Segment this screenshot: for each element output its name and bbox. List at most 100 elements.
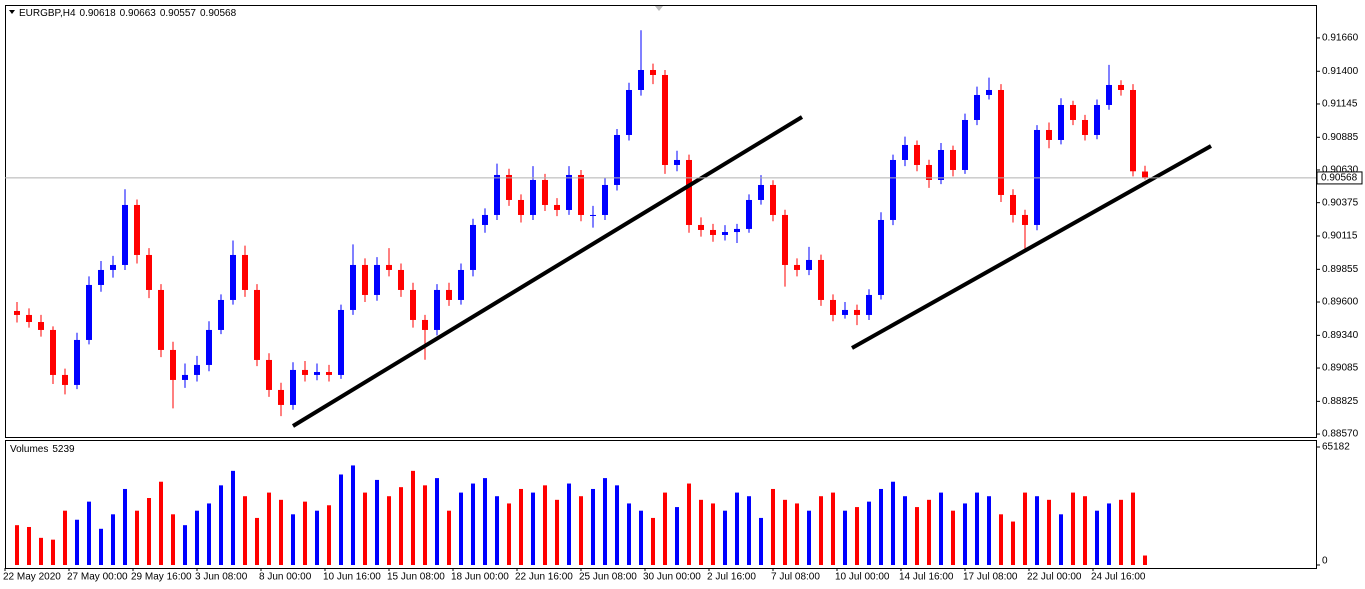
volume-bar [975, 492, 979, 565]
volume-bar [1035, 496, 1039, 565]
volume-bar [687, 483, 691, 565]
candle-body [638, 69, 644, 90]
candle-body [686, 159, 692, 225]
candle-body [146, 254, 152, 290]
candle-body [302, 369, 308, 375]
x-tick-label: 22 Jul 00:00 [1027, 572, 1082, 583]
candle-body [158, 289, 164, 350]
candle-body [890, 159, 896, 220]
candle-body [530, 179, 536, 215]
candle-body [614, 134, 620, 185]
volume-bar [159, 481, 163, 565]
candle-body [338, 309, 344, 375]
volume-bar [819, 496, 823, 565]
candle-body [842, 309, 848, 315]
price-panel [5, 5, 1317, 438]
volume-bar [255, 517, 259, 565]
x-tick-label: 8 Jun 00:00 [259, 572, 312, 583]
x-tick-label: 10 Jun 16:00 [323, 572, 381, 583]
candle-body [782, 214, 788, 265]
volume-bar [723, 510, 727, 565]
candle-body [1106, 84, 1112, 105]
volume-bar [987, 496, 991, 565]
volume-bar [519, 488, 523, 565]
candle-body [50, 329, 56, 375]
candle-body [350, 264, 356, 310]
volume-bar [1119, 499, 1123, 565]
volume-bar [1059, 514, 1063, 565]
candle-body [950, 149, 956, 170]
volume-bar [639, 510, 643, 565]
volume-tick-label: 65182 [1322, 442, 1350, 453]
candle-body [770, 184, 776, 215]
x-tick-label: 14 Jul 16:00 [899, 572, 954, 583]
candle-body [830, 299, 836, 315]
candle-body [122, 204, 128, 265]
candle-body [230, 254, 236, 300]
candle-body [386, 264, 392, 270]
candle-body [98, 269, 104, 285]
candle-body [734, 228, 740, 233]
candle-body [662, 74, 668, 165]
volume-bar [99, 528, 103, 565]
candle-body [182, 374, 188, 380]
candle-body [986, 89, 992, 95]
volume-bar [411, 470, 415, 565]
candle-body [14, 310, 20, 315]
volume-bar [1083, 496, 1087, 565]
candle-body [74, 339, 80, 385]
dropdown-icon [9, 10, 15, 14]
volume-bar [1023, 492, 1027, 565]
x-tick-label: 29 May 16:00 [131, 572, 192, 583]
candle-body [194, 364, 200, 375]
candle-body [482, 214, 488, 225]
y-tick-label: 0.90885 [1322, 132, 1359, 143]
volume-bar [363, 492, 367, 565]
volume-bar [807, 510, 811, 565]
volume-bar [495, 496, 499, 565]
volume-bar [771, 488, 775, 565]
candle-body [806, 259, 812, 270]
volume-bar [39, 537, 43, 565]
y-tick-label: 0.90115 [1322, 231, 1358, 242]
volume-bar [747, 496, 751, 565]
volume-bar [963, 503, 967, 565]
volume-bar [951, 510, 955, 565]
candle-body [362, 264, 368, 295]
candle-body [590, 214, 596, 216]
volume-bar [75, 519, 79, 565]
volume-bar [999, 514, 1003, 565]
candle-body [974, 94, 980, 120]
volume-bar [171, 514, 175, 565]
candle-body [206, 329, 212, 365]
volume-bar [663, 492, 667, 565]
candle-body [674, 159, 680, 165]
candle-body [290, 369, 296, 405]
volume-last: 5239 [52, 444, 75, 455]
price-label-box [1316, 171, 1363, 185]
candle-body [278, 389, 284, 405]
volume-bar [147, 498, 151, 565]
x-tick-label: 10 Jul 00:00 [835, 572, 890, 583]
candle-body [1046, 129, 1052, 140]
volume-bar [1107, 503, 1111, 565]
volume-bar [483, 478, 487, 565]
candle-body [626, 89, 632, 135]
candle-body [866, 294, 872, 315]
x-tick-label: 25 Jun 08:00 [579, 572, 637, 583]
candle-body [818, 259, 824, 300]
volume-bar [447, 510, 451, 565]
volume-bar [759, 517, 763, 565]
candle-body [542, 179, 548, 205]
candle-body [578, 174, 584, 215]
candle-body [854, 309, 860, 315]
volume-bar [315, 510, 319, 565]
x-tick-label: 22 Jun 16:00 [515, 572, 573, 583]
candle-body [1130, 89, 1136, 172]
candle-body [998, 89, 1004, 195]
volume-bar [15, 525, 19, 565]
y-tick-label: 0.89855 [1322, 264, 1359, 275]
volume-bar [879, 488, 883, 565]
candle-body [134, 204, 140, 255]
